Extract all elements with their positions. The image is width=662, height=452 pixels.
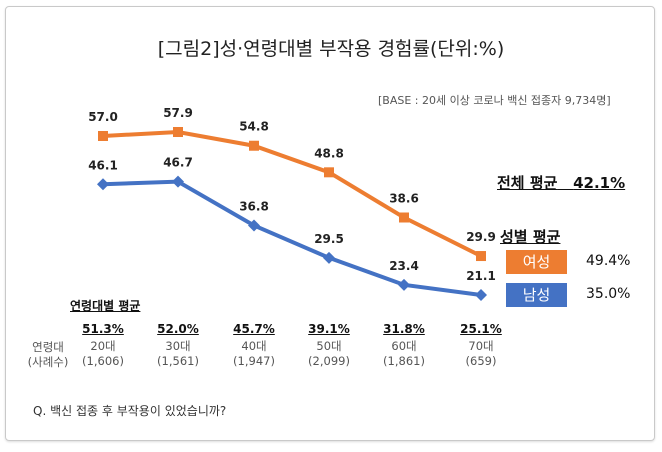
age-count: (659): [465, 354, 497, 368]
age-average: 51.3%: [82, 322, 124, 336]
overall-average: 전체 평균 42.1%: [497, 172, 625, 193]
overall-value: 42.1%: [573, 174, 626, 192]
age-average: 31.8%: [383, 322, 425, 336]
age-label: 50대: [316, 339, 342, 353]
n-row-label: (사례수): [27, 355, 69, 369]
male-average: 35.0%: [586, 286, 631, 302]
data-point: [476, 251, 486, 262]
age-label: 30대: [165, 339, 191, 353]
base-note: [BASE : 20세 이상 코로나 백신 접종자 9,734명]: [378, 94, 611, 107]
data-point: [249, 140, 259, 151]
data-label: 46.7: [163, 156, 193, 170]
age-count: (1,561): [157, 354, 199, 368]
age-group-0: 51.3% 20대 (1,606): [68, 322, 138, 369]
data-point: [398, 278, 410, 291]
age-average-label: 연령대별 평균: [70, 299, 141, 313]
data-point: [173, 127, 183, 138]
age-group-4: 31.8% 60대 (1,861): [369, 322, 439, 369]
data-point: [399, 212, 409, 223]
chart-card: [5, 6, 655, 441]
female-average: 49.4%: [586, 253, 631, 269]
data-point: [324, 167, 334, 178]
age-average: 39.1%: [308, 322, 350, 336]
data-point: [475, 289, 487, 302]
data-label: 21.1: [466, 269, 496, 283]
age-label: 60대: [391, 339, 417, 353]
data-point: [172, 175, 184, 188]
data-label: 46.1: [88, 158, 118, 172]
age-count: (1,947): [233, 354, 275, 368]
data-label: 38.6: [389, 192, 419, 206]
age-count: (1,861): [383, 354, 425, 368]
data-label: 57.9: [163, 106, 193, 120]
age-row-label: 연령대: [32, 340, 64, 354]
data-point: [248, 219, 260, 232]
data-point: [97, 178, 109, 191]
gender-average-label: 성별 평균: [500, 228, 561, 246]
legend-female: 여성: [506, 250, 567, 274]
data-label: 23.4: [389, 259, 419, 273]
age-group-3: 39.1% 50대 (2,099): [294, 322, 364, 369]
question: Q. 백신 접종 후 부작용이 있었습니까?: [33, 404, 227, 418]
age-group-5: 25.1% 70대 (659): [446, 322, 516, 369]
data-label: 36.8: [239, 199, 269, 213]
data-label: 48.8: [314, 146, 344, 160]
data-label: 29.9: [466, 230, 496, 244]
age-group-2: 45.7% 40대 (1,947): [219, 322, 289, 369]
data-label: 54.8: [239, 120, 269, 134]
age-average: 25.1%: [460, 322, 502, 336]
overall-label: 전체 평균: [497, 174, 558, 192]
age-count: (1,606): [82, 354, 124, 368]
data-point: [323, 251, 335, 264]
data-label: 29.5: [314, 232, 344, 246]
series-line-여성: [102, 129, 482, 258]
data-label: 57.0: [88, 110, 118, 124]
age-label: 40대: [241, 339, 267, 353]
legend-male: 남성: [506, 283, 567, 307]
age-group-1: 52.0% 30대 (1,561): [143, 322, 213, 369]
age-label: 20대: [90, 339, 116, 353]
age-average: 45.7%: [233, 322, 275, 336]
age-label: 70대: [468, 339, 494, 353]
chart-title: [그림2]성·연령대별 부작용 경험률(단위:%): [157, 38, 505, 60]
row-labels: 연령대 (사례수): [18, 340, 78, 370]
series-line-남성: [102, 179, 482, 298]
age-count: (2,099): [308, 354, 350, 368]
data-point: [98, 130, 108, 141]
age-average: 52.0%: [157, 322, 199, 336]
